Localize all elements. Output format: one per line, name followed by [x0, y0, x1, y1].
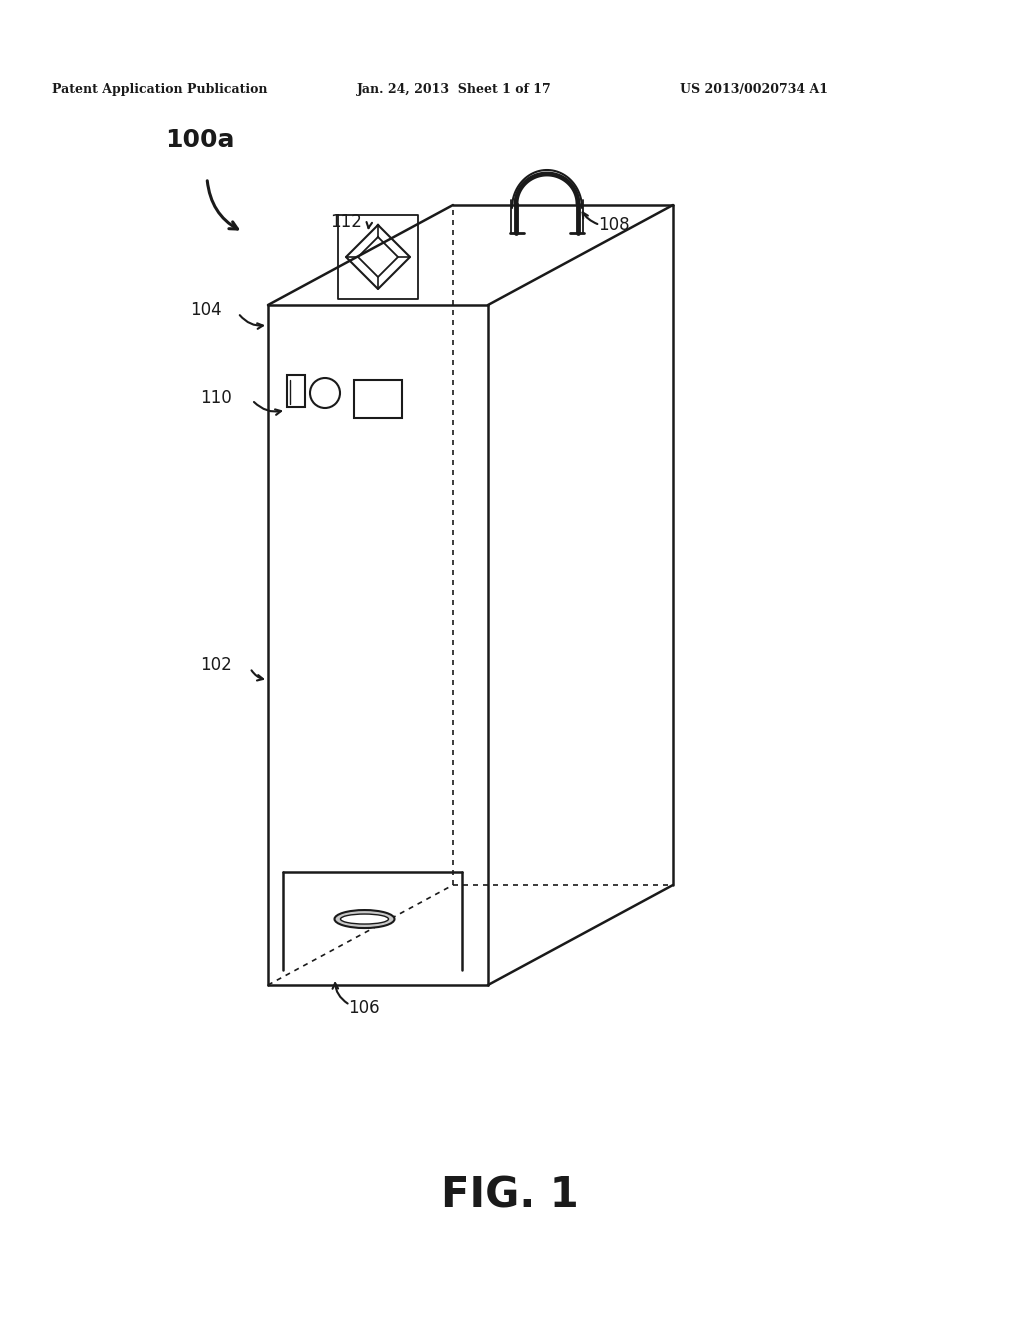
Text: 106: 106 [348, 999, 380, 1016]
Ellipse shape [335, 909, 394, 928]
Text: US 2013/0020734 A1: US 2013/0020734 A1 [680, 83, 828, 96]
Text: Patent Application Publication: Patent Application Publication [52, 83, 267, 96]
Bar [354, 380, 402, 418]
Text: 110: 110 [201, 389, 232, 407]
Text: 108: 108 [598, 216, 630, 234]
Text: 112: 112 [330, 213, 362, 231]
Text: 104: 104 [190, 301, 222, 319]
Ellipse shape [341, 913, 388, 924]
Bar [287, 375, 305, 407]
Text: 102: 102 [201, 656, 232, 675]
Text: FIG. 1: FIG. 1 [441, 1173, 579, 1216]
Circle shape [310, 378, 340, 408]
Text: 100a: 100a [165, 128, 234, 152]
Text: Jan. 24, 2013  Sheet 1 of 17: Jan. 24, 2013 Sheet 1 of 17 [357, 83, 552, 96]
